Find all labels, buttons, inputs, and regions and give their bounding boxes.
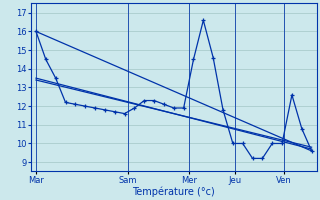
X-axis label: Température (°c): Température (°c) — [132, 186, 215, 197]
